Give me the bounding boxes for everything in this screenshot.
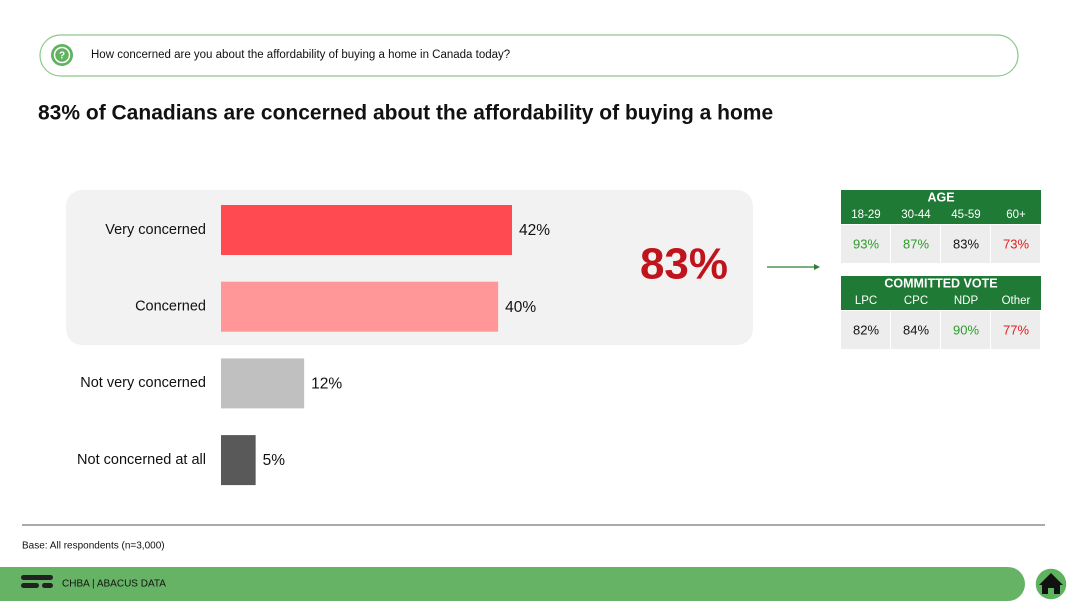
value-label: 5% xyxy=(263,452,286,469)
table-column: LPC xyxy=(855,295,877,307)
question-icon-mark: ? xyxy=(59,51,65,62)
table-column: 60+ xyxy=(1006,209,1026,221)
home-icon[interactable] xyxy=(1039,573,1063,594)
table-column: NDP xyxy=(954,295,979,307)
table-column: 30-44 xyxy=(901,209,931,221)
logo xyxy=(42,583,53,588)
question-box xyxy=(39,34,1019,77)
table-cell xyxy=(941,225,990,263)
table-value: 83% xyxy=(953,236,979,251)
chart-title: 83% of Canadians are concerned about the… xyxy=(38,102,773,125)
logo xyxy=(21,575,53,580)
question: How concerned are you about the affordab… xyxy=(91,49,510,61)
bar xyxy=(221,358,305,409)
table-value: 82% xyxy=(853,322,879,337)
table-column: CPC xyxy=(904,295,928,307)
arrow-head xyxy=(814,264,820,270)
value-label: 12% xyxy=(311,375,342,392)
question-icon-ring xyxy=(53,46,71,64)
category-label: Very concerned xyxy=(105,222,206,238)
table-column: 18-29 xyxy=(851,209,880,221)
footer-text: CHBA | ABACUS DATA xyxy=(62,579,166,590)
category-label: Concerned xyxy=(135,299,206,315)
bar xyxy=(221,435,256,486)
value-label: 40% xyxy=(505,299,536,316)
table-value: 90% xyxy=(953,322,979,337)
table-column: 45-59 xyxy=(951,209,980,221)
table-value: 77% xyxy=(1003,322,1029,337)
table-value: 87% xyxy=(903,236,929,251)
table-value: 93% xyxy=(853,236,879,251)
table-value: 84% xyxy=(903,322,929,337)
table-column: Other xyxy=(1002,295,1031,307)
table-cell xyxy=(991,225,1040,263)
table-title: AGE xyxy=(927,190,954,204)
table-value: 73% xyxy=(1003,236,1029,251)
highlight: 83% xyxy=(640,240,728,289)
table-cell xyxy=(891,311,940,349)
footer-bar xyxy=(0,567,1025,601)
table-cell xyxy=(991,311,1040,349)
table-header xyxy=(841,190,1041,224)
bar xyxy=(221,281,499,332)
category-label: Not concerned at all xyxy=(77,452,206,468)
table-header xyxy=(841,276,1041,310)
value-label: 42% xyxy=(519,222,550,239)
bar xyxy=(221,205,512,255)
logo xyxy=(21,583,39,588)
base-note: Base: All respondents (n=3,000) xyxy=(22,541,165,552)
table-cell xyxy=(941,311,990,349)
table-cell xyxy=(841,311,890,349)
table-title: COMMITTED VOTE xyxy=(884,276,997,290)
table-cell xyxy=(891,225,940,263)
category-label: Not very concerned xyxy=(80,375,206,391)
table-cell xyxy=(841,225,890,263)
